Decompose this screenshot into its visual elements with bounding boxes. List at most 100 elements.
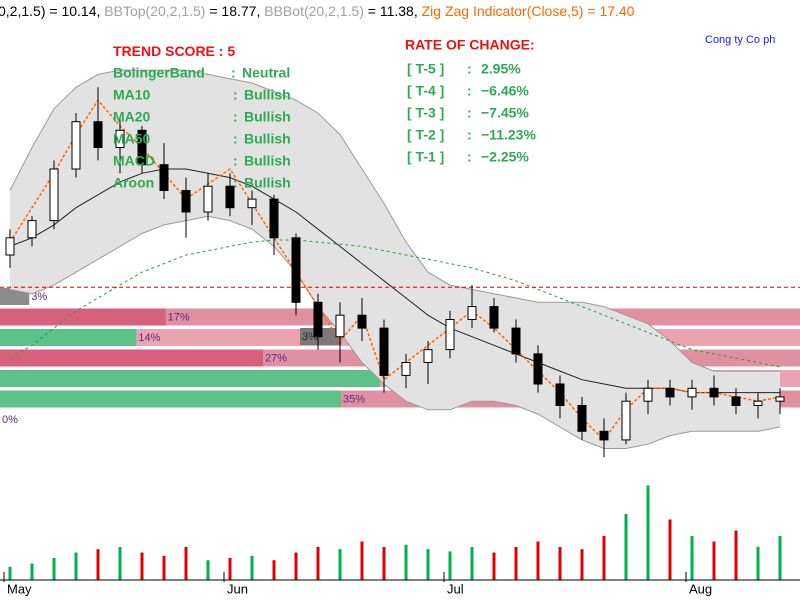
- roc-sep: :: [467, 105, 472, 121]
- x-tick-label: Jun: [227, 581, 248, 596]
- candle-body: [137, 129, 147, 166]
- ma-dashed-line: [9, 239, 781, 368]
- profile-label: 3%: [31, 291, 47, 303]
- volume-bar: [558, 547, 562, 580]
- volume-bar: [668, 519, 672, 580]
- candle-body: [753, 400, 763, 407]
- candle-body: [599, 430, 609, 441]
- header-value: 17.40: [599, 3, 634, 19]
- trend-sep: :: [231, 65, 236, 81]
- header-comma: ,: [97, 3, 101, 19]
- volume-bar: [734, 530, 738, 580]
- roc-sep: :: [467, 83, 472, 99]
- volume-bar: [492, 552, 496, 580]
- trend-title-text: TREND SCORE: [113, 43, 215, 59]
- candle-body: [621, 400, 631, 441]
- candle-body: [775, 396, 785, 402]
- volume-bar: [30, 563, 34, 580]
- profile-bar: [0, 370, 380, 387]
- volume-bar: [8, 566, 12, 580]
- profile-label: 0%: [2, 414, 18, 426]
- trend-indicator: BolingerBand: [113, 65, 205, 81]
- trend-signal: Bullish: [244, 175, 291, 191]
- volume-bar: [580, 549, 584, 580]
- band-fill: [10, 70, 780, 449]
- roc-label: [ T-3 ]: [407, 105, 444, 121]
- trend-indicator: MA50: [113, 131, 151, 147]
- candle-body: [445, 319, 455, 351]
- candle-body: [467, 306, 477, 321]
- volume-bar: [646, 485, 650, 580]
- volume-layer: May Jun Jul Aug: [0, 485, 800, 596]
- bb-upper: [9, 69, 780, 372]
- volume-bar: [118, 547, 122, 580]
- header-comma: ,: [256, 3, 260, 19]
- trend-signal: Bullish: [244, 87, 291, 103]
- volume-bar: [514, 547, 518, 580]
- volume-bar: [206, 560, 210, 580]
- candle-body: [709, 387, 719, 398]
- candle-body: [401, 362, 411, 376]
- roc-value: −2.25%: [481, 149, 529, 165]
- roc-value: 2.95%: [481, 61, 521, 77]
- candle-body: [511, 327, 521, 355]
- volume-bar: [690, 536, 694, 580]
- candle-body: [335, 314, 345, 338]
- trend-indicator: MACD: [113, 153, 155, 169]
- candle-body: [577, 405, 587, 432]
- roc-sep: :: [467, 127, 472, 143]
- volume-bar: [74, 552, 78, 580]
- volume-bar: [382, 547, 386, 580]
- volume-bar: [228, 558, 232, 580]
- roc-value: −11.23%: [481, 127, 536, 143]
- text-layer: 0,2,1.5) = 10.14, BBTop(20,2,1.5) = 18.7…: [0, 3, 775, 191]
- roc-label: [ T-2 ]: [407, 127, 444, 143]
- candle-body: [665, 387, 675, 398]
- candle-body: [687, 387, 697, 398]
- header-equals: =: [209, 3, 217, 19]
- header-value: 10.14: [61, 3, 96, 19]
- trend-signal: Bullish: [244, 153, 291, 169]
- candle-body: [379, 327, 389, 376]
- trend-signal: Neutral: [242, 65, 290, 81]
- trend-signal: Bullish: [244, 131, 291, 147]
- roc-sep: :: [467, 61, 472, 77]
- volume-bar: [140, 552, 144, 580]
- trend-sep: :: [219, 43, 224, 59]
- profile-label: 17%: [168, 311, 190, 323]
- trend-sep: :: [233, 87, 238, 103]
- profile-bar: [0, 349, 264, 367]
- candle-body: [291, 237, 301, 303]
- company-name: Cong ty Co ph: [705, 34, 775, 46]
- candle-body: [313, 301, 323, 338]
- volume-bar: [250, 555, 254, 580]
- x-tick-label: May: [7, 581, 32, 596]
- roc-label: [ T-1 ]: [407, 149, 444, 165]
- profile-label: 27%: [265, 352, 287, 364]
- bb-lower: [9, 215, 781, 449]
- x-tick-label: Jul: [447, 581, 464, 596]
- candle-body: [181, 190, 191, 213]
- trend-sep: :: [233, 153, 238, 169]
- candle-body: [643, 387, 653, 402]
- header-value: 18.77: [221, 3, 256, 19]
- candle-body: [533, 353, 543, 385]
- header-name: Zig Zag Indicator(Close,5): [422, 3, 584, 19]
- trend-signal: Bullish: [244, 109, 291, 125]
- candle-body: [423, 349, 433, 364]
- volume-bar: [470, 547, 474, 580]
- roc-value: −6.46%: [481, 83, 529, 99]
- candle-body: [27, 220, 37, 239]
- volume-bar: [624, 514, 628, 580]
- volume-bar: [96, 549, 100, 580]
- profile-bar: [0, 288, 30, 305]
- candles-layer: [5, 87, 785, 458]
- trend-sep: :: [233, 131, 238, 147]
- candle-body: [203, 185, 213, 213]
- profile-bar: [0, 390, 342, 408]
- header-name: 0,2,1.5): [0, 3, 45, 19]
- roc-value: −7.45%: [481, 105, 529, 121]
- volume-bar: [536, 541, 540, 580]
- trend-title: TREND SCORE : 5: [113, 43, 235, 59]
